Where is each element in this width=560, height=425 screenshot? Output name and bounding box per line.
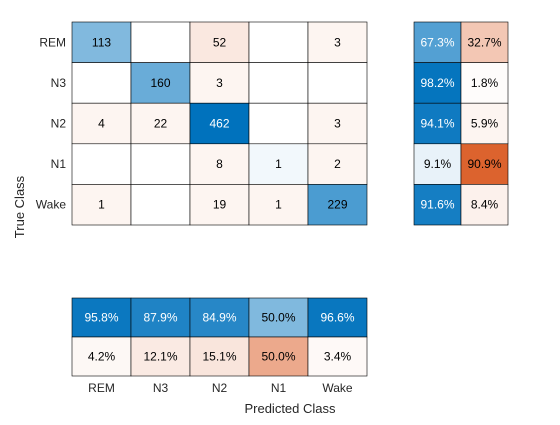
row-summary-correct-value: 94.1% bbox=[420, 117, 454, 131]
row-summary-correct-cell bbox=[413, 184, 462, 226]
matrix-cell-value: 52 bbox=[213, 35, 227, 49]
row-summary-incorrect-cell bbox=[460, 21, 509, 63]
row-summary-correct-cell bbox=[413, 143, 462, 185]
y-tick-label: N1 bbox=[51, 157, 67, 171]
matrix-cell-value: 229 bbox=[327, 198, 347, 212]
matrix-cell-value: 1 bbox=[275, 198, 282, 212]
row-summary-incorrect-value: 32.7% bbox=[467, 35, 501, 49]
y-tick-label: Wake bbox=[36, 198, 67, 212]
y-tick-label: REM bbox=[39, 35, 66, 49]
x-tick-label: REM bbox=[88, 381, 115, 395]
row-summary-correct-cell bbox=[413, 102, 462, 145]
row-summary-incorrect-cell bbox=[460, 143, 509, 185]
matrix-cell bbox=[189, 184, 250, 226]
row-summary-correct-cell bbox=[413, 21, 462, 63]
matrix-cell bbox=[71, 62, 132, 104]
matrix-cell bbox=[248, 102, 309, 145]
column-summary-incorrect-cell bbox=[248, 336, 309, 377]
matrix-cell bbox=[189, 62, 250, 104]
matrix-cell bbox=[307, 184, 368, 226]
row-summary-correct-value: 91.6% bbox=[420, 198, 454, 212]
column-summary: 95.8% 4.2% 87.9% 12.1% 84.9% 15.1% 50.0% 50.0% 9… bbox=[71, 297, 368, 377]
matrix-cell bbox=[71, 102, 132, 145]
matrix-cell bbox=[248, 21, 309, 63]
y-tick-label: N2 bbox=[51, 117, 67, 131]
matrix-cell-value: 3 bbox=[334, 117, 341, 131]
row-summary-correct-cell bbox=[413, 62, 462, 104]
matrix-cell-value: 2 bbox=[334, 157, 341, 171]
matrix-cell-value: 3 bbox=[216, 76, 223, 90]
x-tick-label: Wake bbox=[322, 381, 353, 395]
row-summary-correct-value: 9.1% bbox=[424, 157, 452, 171]
matrix-cell-value: 4 bbox=[98, 117, 105, 131]
matrix-cell bbox=[130, 21, 191, 63]
row-summary-incorrect-value: 90.9% bbox=[467, 157, 501, 171]
column-summary-incorrect-value: 50.0% bbox=[261, 350, 295, 364]
matrix-cell-value: 3 bbox=[334, 35, 341, 49]
matrix-cell bbox=[130, 143, 191, 185]
column-summary-correct-cell bbox=[307, 297, 368, 338]
matrix-cell bbox=[307, 21, 368, 63]
column-summary-incorrect-value: 4.2% bbox=[88, 350, 116, 364]
row-summary-correct-value: 67.3% bbox=[420, 35, 454, 49]
y-tick-labels: REM N3 N2 N1 Wake bbox=[36, 35, 67, 211]
matrix-cell bbox=[307, 143, 368, 185]
column-summary-correct-value: 87.9% bbox=[143, 311, 177, 325]
matrix-cell bbox=[130, 62, 191, 104]
column-summary-correct-value: 50.0% bbox=[261, 311, 295, 325]
row-summary-incorrect-cell bbox=[460, 184, 509, 226]
y-axis-label: True Class bbox=[12, 175, 27, 238]
column-summary-correct-cell bbox=[71, 297, 132, 338]
matrix-cell bbox=[189, 102, 250, 145]
column-summary-incorrect-value: 12.1% bbox=[143, 350, 177, 364]
row-summary: 67.3% 32.7% 98.2% 1.8% 94.1% 5.9% 9.1% 90.9% 91.… bbox=[413, 21, 509, 226]
row-summary-incorrect-cell bbox=[460, 62, 509, 104]
row-summary-incorrect-value: 1.8% bbox=[471, 76, 499, 90]
row-summary-incorrect-cell bbox=[460, 102, 509, 145]
column-summary-correct-cell bbox=[130, 297, 191, 338]
matrix-cell-value: 22 bbox=[154, 117, 168, 131]
matrix-cell bbox=[130, 184, 191, 226]
x-tick-labels: REM N3 N2 N1 Wake bbox=[88, 381, 353, 395]
x-axis-label: Predicted Class bbox=[244, 401, 336, 416]
row-summary-incorrect-value: 5.9% bbox=[471, 117, 499, 131]
matrix-cell-value: 462 bbox=[209, 117, 229, 131]
confusion-matrix: 113 52 3 160 3 4 22 462 3 8 1 2 1 19 1 229 bbox=[71, 21, 368, 226]
matrix-cell bbox=[71, 143, 132, 185]
column-summary-correct-value: 96.6% bbox=[320, 311, 354, 325]
matrix-cell-value: 160 bbox=[150, 76, 170, 90]
matrix-cell-value: 113 bbox=[92, 35, 111, 49]
column-summary-correct-value: 95.8% bbox=[84, 311, 118, 325]
matrix-cell bbox=[189, 21, 250, 63]
matrix-cell-value: 8 bbox=[216, 157, 223, 171]
column-summary-incorrect-cell bbox=[307, 336, 368, 377]
matrix-cell bbox=[248, 62, 309, 104]
matrix-cell bbox=[189, 143, 250, 185]
x-tick-label: N3 bbox=[153, 381, 169, 395]
column-summary-incorrect-value: 15.1% bbox=[202, 350, 236, 364]
column-summary-incorrect-value: 3.4% bbox=[324, 350, 352, 364]
row-summary-incorrect-value: 8.4% bbox=[471, 198, 499, 212]
matrix-cell bbox=[71, 21, 132, 63]
matrix-cell-value: 1 bbox=[98, 198, 105, 212]
column-summary-correct-cell bbox=[189, 297, 250, 338]
y-tick-label: N3 bbox=[51, 76, 67, 90]
column-summary-incorrect-cell bbox=[71, 336, 132, 377]
column-summary-correct-value: 84.9% bbox=[202, 311, 236, 325]
matrix-cell-value: 19 bbox=[213, 198, 227, 212]
matrix-cell bbox=[307, 62, 368, 104]
row-summary-correct-value: 98.2% bbox=[420, 76, 454, 90]
x-tick-label: N1 bbox=[271, 381, 287, 395]
matrix-cell-value: 1 bbox=[275, 157, 282, 171]
matrix-cell bbox=[71, 184, 132, 226]
x-tick-label: N2 bbox=[212, 381, 228, 395]
